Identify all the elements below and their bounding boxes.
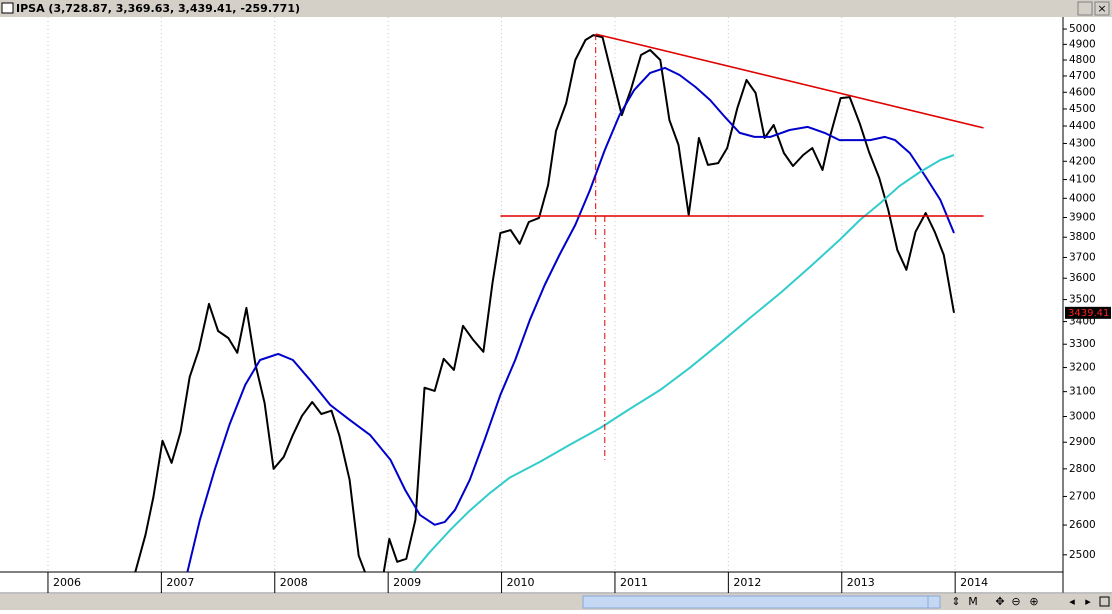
prev-button[interactable]: ◂ [1069, 595, 1075, 608]
y-tick-label: 3500 [1069, 294, 1096, 306]
x-tick-label: 2012 [733, 576, 761, 589]
y-tick-label: 4300 [1069, 137, 1096, 149]
y-tick-label: 4200 [1069, 155, 1096, 167]
y-tick-label: 3100 [1069, 386, 1096, 398]
restore-button[interactable] [1077, 1, 1093, 16]
window-icon [1, 2, 14, 14]
series-line [186, 66, 955, 572]
y-tick-label: 3300 [1069, 338, 1096, 350]
y-tick-label: 5000 [1069, 23, 1096, 35]
y-tick-label: 2600 [1069, 519, 1096, 531]
x-tick-label: 2007 [166, 576, 194, 589]
title-bar [0, 0, 1112, 17]
series-line [134, 34, 955, 572]
fit-button[interactable] [1099, 596, 1110, 607]
series-line [412, 154, 955, 572]
x-tick-label: 2009 [393, 576, 421, 589]
scroll-bar [0, 594, 1112, 610]
y-tick-label: 4600 [1069, 86, 1096, 98]
x-tick-label: 2014 [960, 576, 988, 589]
y-tick-label: 4400 [1069, 120, 1096, 132]
close-icon: × [1097, 2, 1106, 15]
x-tick-label: 2010 [507, 576, 535, 589]
toolbar-button[interactable]: M [968, 595, 978, 608]
last-value-label: 3439.41 [1068, 308, 1109, 319]
pan-button[interactable]: ✥ [995, 595, 1004, 608]
y-tick-label: 3900 [1069, 212, 1096, 224]
x-tick-label: 2011 [620, 576, 648, 589]
x-tick-label: 2006 [53, 576, 81, 589]
y-tick-label: 2900 [1069, 436, 1096, 448]
last-value-box [1065, 306, 1111, 319]
y-tick-label: 3800 [1069, 231, 1096, 243]
zoom-in-button[interactable]: ⊕ [1029, 595, 1038, 608]
y-tick-label: 3000 [1069, 411, 1096, 423]
trend-line [595, 33, 984, 129]
y-tick-label: 4900 [1069, 38, 1096, 50]
y-tick-label: 4800 [1069, 54, 1096, 66]
y-tick-label: 4100 [1069, 174, 1096, 186]
plot-area [47, 17, 984, 572]
y-tick-label: 2500 [1069, 549, 1096, 561]
scroll-right[interactable] [927, 595, 941, 609]
y-tick-label: 3700 [1069, 251, 1096, 263]
next-button[interactable]: ▸ [1085, 595, 1091, 608]
close-button[interactable] [1094, 1, 1110, 16]
chart-title: IPSA (3,728.87, 3,369.63, 3,439.41, -259… [16, 2, 300, 15]
y-tick-label: 4000 [1069, 192, 1096, 204]
axes: 2006 2007 2008 2009 2010 2011 2012 2013 2014 2500… [47, 23, 1111, 593]
x-tick-label: 2013 [847, 576, 875, 589]
y-tick-label: 2800 [1069, 463, 1096, 475]
y-tick-label: 4500 [1069, 103, 1096, 115]
y-tick-label: 2700 [1069, 490, 1096, 502]
y-tick-label: 3200 [1069, 362, 1096, 374]
scale-button[interactable]: ⇕ [951, 595, 960, 608]
x-tick-label: 2008 [280, 576, 308, 589]
zoom-out-button[interactable]: ⊖ [1011, 595, 1020, 608]
scroll-thumb[interactable] [582, 595, 941, 609]
y-tick-label: 4700 [1069, 70, 1096, 82]
y-tick-label: 3600 [1069, 272, 1096, 284]
